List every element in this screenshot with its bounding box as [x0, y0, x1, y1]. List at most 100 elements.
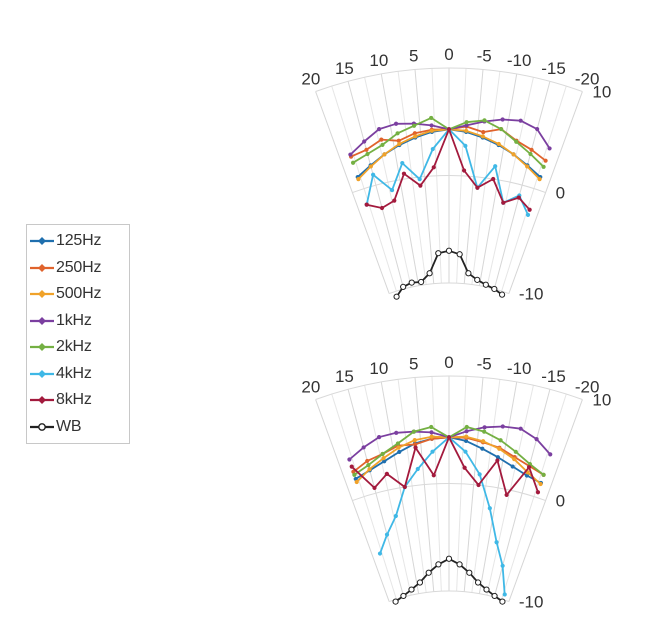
data-point [456, 251, 463, 258]
data-point [494, 540, 499, 545]
legend-item: 4kHz [27, 361, 129, 388]
data-point [499, 598, 506, 605]
data-point [412, 131, 417, 136]
legend-label-2khz: 2kHz [56, 338, 92, 356]
legend-swatch-1khz [30, 316, 54, 325]
data-point [397, 141, 402, 147]
data-point [430, 449, 435, 454]
radial-tick-label: 0 [556, 184, 565, 203]
data-point [396, 445, 401, 450]
data-point [382, 152, 387, 157]
data-point [497, 446, 502, 451]
data-point [400, 283, 407, 290]
data-point [425, 569, 432, 576]
data-point [491, 176, 496, 182]
data-point [408, 586, 415, 593]
radial-tick-label: 0 [556, 492, 565, 511]
data-point [513, 449, 518, 454]
angle-tick-label: -5 [477, 47, 492, 66]
data-point [384, 532, 390, 537]
legend-swatch-8khz [30, 396, 54, 405]
data-point [431, 473, 436, 478]
data-point [464, 434, 469, 439]
data-point [356, 177, 361, 182]
data-point [394, 430, 399, 435]
data-point [482, 281, 489, 288]
grid-arc [315, 375, 583, 400]
data-point [500, 117, 505, 122]
data-point [368, 164, 373, 169]
data-point [411, 429, 416, 434]
data-point [482, 429, 487, 434]
legend-label-250hz: 250Hz [56, 258, 102, 276]
data-point [496, 141, 501, 147]
data-point [541, 472, 546, 477]
data-point [435, 250, 442, 257]
data-point [366, 462, 371, 468]
legend-label-1khz: 1kHz [56, 311, 92, 329]
angle-tick-label: 0 [444, 353, 453, 372]
legend-swatch-125hz [30, 237, 54, 246]
data-point [413, 442, 418, 447]
data-point [464, 424, 469, 430]
data-point [362, 139, 367, 144]
angle-tick-label: -15 [541, 367, 566, 386]
data-point [354, 479, 359, 485]
data-point [402, 484, 407, 490]
grid-arc [352, 175, 546, 194]
data-point [417, 177, 422, 182]
data-point [364, 202, 369, 207]
legend-item: 1kHz [27, 308, 129, 335]
data-point [464, 128, 469, 133]
legend-item: 2kHz [27, 334, 129, 361]
data-point [498, 126, 504, 132]
grid-arc [352, 483, 546, 502]
data-point [463, 438, 469, 444]
data-point [510, 464, 515, 469]
data-point [429, 424, 434, 430]
data-point [475, 185, 480, 190]
data-point [511, 152, 516, 157]
data-point [348, 152, 353, 157]
angle-tick-label: -10 [507, 51, 532, 70]
data-point [393, 121, 399, 126]
data-point [393, 513, 398, 519]
grid-spoke [508, 399, 583, 602]
data-point [476, 482, 481, 488]
data-point [429, 128, 434, 133]
data-point [498, 291, 506, 298]
legend-item: 500Hz [27, 281, 129, 308]
data-point [371, 172, 376, 177]
data-point [491, 285, 498, 293]
data-point [501, 200, 506, 205]
series-line-4khz [379, 436, 506, 595]
angle-tick-label: -20 [575, 69, 600, 88]
data-point [500, 563, 505, 568]
data-point [526, 465, 532, 470]
data-point [537, 177, 542, 182]
legend-swatch-250hz [30, 263, 54, 272]
data-point [504, 492, 509, 498]
data-point [429, 430, 434, 435]
data-point [413, 445, 418, 450]
data-point [365, 151, 370, 157]
data-point [349, 464, 354, 469]
data-point [466, 569, 473, 576]
data-point [397, 449, 402, 455]
data-point [400, 592, 407, 600]
radial-tick-label: 10 [592, 391, 611, 410]
data-point [367, 467, 372, 472]
data-point [464, 123, 469, 128]
angle-tick-label: 0 [444, 45, 453, 64]
data-point [538, 481, 543, 487]
data-point [380, 451, 385, 457]
legend-item: 8kHz [27, 387, 129, 414]
legend-label-125hz: 125Hz [56, 232, 102, 250]
legend-label-500hz: 500Hz [56, 285, 102, 303]
legend-label-8khz: 8kHz [56, 391, 92, 409]
data-point [474, 579, 482, 586]
data-point [465, 270, 472, 277]
data-point [418, 183, 423, 188]
data-point [525, 212, 531, 217]
